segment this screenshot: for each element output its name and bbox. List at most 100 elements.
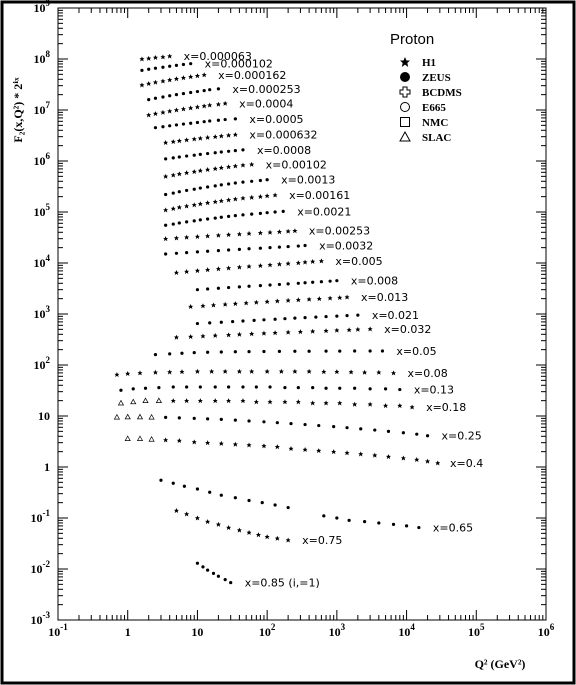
data-point-circle [193, 154, 196, 157]
data-point-circle [261, 501, 264, 504]
data-point-circle [377, 521, 380, 524]
data-point-circle [293, 350, 296, 353]
data-point-circle [189, 91, 192, 94]
data-point-star [195, 234, 200, 239]
data-point-circle [206, 417, 209, 420]
data-point-star [184, 269, 189, 274]
data-point-circle [255, 385, 258, 388]
data-point-circle [262, 350, 265, 353]
data-point-circle [247, 419, 250, 422]
data-point-circle [185, 154, 188, 157]
data-point-circle [273, 210, 276, 213]
data-point-star [296, 297, 301, 302]
data-point-circle [175, 64, 178, 67]
data-point-circle [287, 506, 290, 509]
data-point-star [213, 333, 218, 338]
data-point-circle [185, 385, 188, 388]
data-point-star [153, 80, 158, 85]
data-point-circle [234, 350, 237, 353]
data-point-star [277, 229, 282, 234]
data-point-star [177, 438, 182, 443]
data-point-star [223, 369, 228, 374]
data-point-star [268, 262, 273, 267]
legend-label: H1 [422, 57, 436, 69]
legend-label: E665 [422, 102, 446, 114]
data-point-circle [154, 67, 157, 70]
y-tick-exponent: 7 [46, 100, 51, 110]
data-point-star [171, 206, 176, 211]
series-label: x=0.000253 [232, 83, 300, 96]
data-point-star [226, 265, 231, 270]
data-point-star [213, 199, 218, 204]
data-point-star [249, 369, 254, 374]
data-point-star [237, 528, 242, 533]
data-point-circle [182, 122, 185, 125]
data-point-circle [214, 216, 217, 219]
data-point-star [319, 258, 324, 263]
data-point-circle [217, 287, 220, 290]
data-point-star [244, 300, 249, 305]
data-point-star [328, 296, 333, 301]
data-point-circle [193, 351, 196, 354]
x-tick-exponent: 5 [480, 622, 485, 632]
data-point-circle [356, 314, 359, 317]
data-point-star [226, 332, 231, 337]
data-point-star [184, 398, 189, 403]
data-point-star [163, 174, 168, 179]
data-point-star [310, 400, 315, 405]
data-point-star [347, 327, 352, 332]
series-label: x=0.05 [396, 345, 436, 358]
data-point-star [160, 110, 165, 115]
data-point-circle [199, 218, 202, 221]
data-point-circle [308, 350, 311, 353]
data-point-circle [227, 215, 230, 218]
data-point-star [171, 398, 176, 403]
data-point-circle [196, 90, 199, 93]
data-point-star [195, 369, 200, 374]
series-label: x=0.75 [302, 534, 342, 547]
data-point-circle [185, 220, 188, 223]
data-point-circle [234, 214, 237, 217]
data-point-circle [247, 247, 250, 250]
data-point-circle [164, 193, 167, 196]
legend-open-triangle-marker [400, 132, 410, 141]
data-point-star [205, 267, 210, 272]
data-point-star [254, 399, 259, 404]
data-point-circle [161, 95, 164, 98]
data-point-star [219, 165, 224, 170]
legend-open-square-marker [401, 118, 410, 127]
data-point-circle [164, 252, 167, 255]
data-point-star [286, 298, 291, 303]
data-point-circle [175, 93, 178, 96]
y-tick-label: 107 [34, 100, 51, 117]
data-point-star [177, 171, 182, 176]
data-point-star [261, 443, 266, 448]
data-point-star [213, 166, 218, 171]
data-point-star [258, 194, 263, 199]
data-point-circle [297, 244, 300, 247]
data-point-star [184, 511, 189, 516]
data-point-circle [196, 322, 199, 325]
y-tick-exponent: 6 [46, 151, 51, 161]
data-point-triangle [137, 436, 142, 441]
data-point-circle [168, 65, 171, 68]
data-point-star [355, 327, 360, 332]
y-tick-label: 10-2 [31, 559, 51, 576]
legend-label: BCDMS [422, 87, 462, 99]
data-point-star [275, 444, 280, 449]
data-point-circle [241, 319, 244, 322]
data-point-circle [180, 352, 183, 355]
data-point-star [160, 79, 165, 84]
data-point-star [213, 134, 218, 139]
series-label: x=0.0004 [239, 97, 293, 110]
data-point-star [174, 235, 179, 240]
data-point-star [167, 109, 172, 114]
data-point-triangle [125, 436, 130, 441]
data-point-star [198, 201, 203, 206]
x-tick-label: 10-1 [48, 622, 68, 639]
data-point-star [211, 303, 216, 308]
data-point-circle [289, 422, 292, 425]
data-point-star [349, 369, 354, 374]
data-point-star [171, 173, 176, 178]
